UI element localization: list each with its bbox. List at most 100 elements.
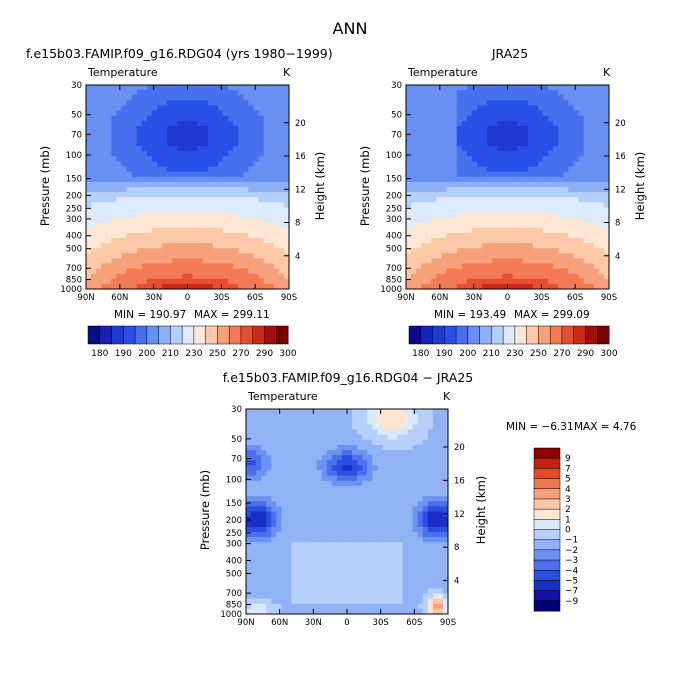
field-cell <box>311 542 318 548</box>
field-cell <box>106 181 112 188</box>
field-cell <box>527 263 534 269</box>
field-cell <box>126 197 133 203</box>
field-cell <box>466 141 473 147</box>
field-cell <box>136 95 143 101</box>
field-cell <box>548 207 554 213</box>
field-cell <box>578 197 585 203</box>
field-cell <box>278 207 285 213</box>
field-cell <box>157 232 163 239</box>
field-cell <box>442 608 449 615</box>
field-cell <box>281 506 287 512</box>
field-cell <box>357 521 363 528</box>
field-cell <box>253 95 259 101</box>
field-cell <box>101 202 107 208</box>
field-cell <box>331 429 338 436</box>
field-cell <box>427 516 434 523</box>
field-cell <box>281 521 287 528</box>
field-cell <box>256 429 262 436</box>
field-cell <box>263 171 270 178</box>
field-cell <box>421 120 427 127</box>
field-cell <box>583 171 590 178</box>
field-cell <box>111 125 117 132</box>
field-cell <box>202 192 209 198</box>
field-cell <box>202 95 209 101</box>
field-cell <box>256 593 262 600</box>
field-cell <box>266 501 272 507</box>
field-cell <box>136 263 143 269</box>
field-cell <box>331 485 338 492</box>
field-cell <box>91 283 97 290</box>
field-cell <box>271 491 277 497</box>
field-cell <box>352 434 358 441</box>
field-cell <box>258 253 265 259</box>
field-cell <box>162 212 168 218</box>
field-cell <box>111 110 117 116</box>
field-cell <box>106 105 112 111</box>
field-cell <box>512 187 519 193</box>
field-cell <box>301 429 307 436</box>
field-cell <box>136 283 143 290</box>
field-cell <box>482 110 488 116</box>
field-cell <box>126 207 133 213</box>
field-cell <box>397 608 403 615</box>
field-cell <box>406 192 412 198</box>
field-cell <box>583 273 590 280</box>
field-cell <box>441 110 447 116</box>
field-cell <box>326 465 333 471</box>
field-cell <box>441 125 447 132</box>
field-cell <box>578 100 585 106</box>
field-cell <box>256 414 262 420</box>
field-cell <box>477 238 483 244</box>
field-cell <box>558 105 564 111</box>
field-cell <box>436 176 442 183</box>
field-cell <box>228 136 234 142</box>
field-cell <box>432 583 439 589</box>
field-cell <box>442 485 449 492</box>
field-cell <box>311 562 318 569</box>
field-cell <box>136 141 143 147</box>
field-cell <box>91 125 97 132</box>
field-cell <box>372 542 378 548</box>
field-cell <box>527 105 534 111</box>
field-cell <box>456 202 463 208</box>
field-cell <box>316 511 323 518</box>
field-cell <box>416 141 422 147</box>
field-cell <box>331 598 338 605</box>
field-cell <box>273 141 280 147</box>
field-cell <box>233 187 239 193</box>
field-cell <box>233 268 239 275</box>
field-cell <box>437 475 444 482</box>
field-cell <box>527 273 534 280</box>
field-cell <box>527 268 534 275</box>
field-cell <box>86 192 92 198</box>
field-cell <box>326 557 333 564</box>
field-cell <box>316 491 323 497</box>
field-cell <box>207 130 214 137</box>
field-cell <box>446 268 453 275</box>
field-cell <box>507 253 513 259</box>
field-cell <box>406 141 412 147</box>
field-cell <box>598 151 605 157</box>
field-cell <box>548 232 554 239</box>
field-cell <box>512 227 519 234</box>
field-cell <box>116 181 122 188</box>
field-cell <box>278 238 285 244</box>
panel-reference-colorbar: 180 190 200 210 230 250 270 290 300 <box>408 325 618 359</box>
field-cell <box>441 90 447 96</box>
field-cell <box>402 460 408 466</box>
field-cell <box>291 475 297 482</box>
field-cell <box>197 197 204 203</box>
field-cell <box>377 475 383 482</box>
field-cell <box>522 156 529 162</box>
field-cell <box>238 125 244 132</box>
field-cell <box>311 434 318 441</box>
field-cell <box>106 85 112 91</box>
field-cell <box>416 115 422 122</box>
field-cell <box>411 85 417 91</box>
field-cell <box>281 480 287 487</box>
field-cell <box>263 146 270 152</box>
field-cell <box>291 578 297 584</box>
field-cell <box>192 212 199 218</box>
field-cell <box>172 105 178 111</box>
y-tick-label: 500 <box>66 245 82 255</box>
